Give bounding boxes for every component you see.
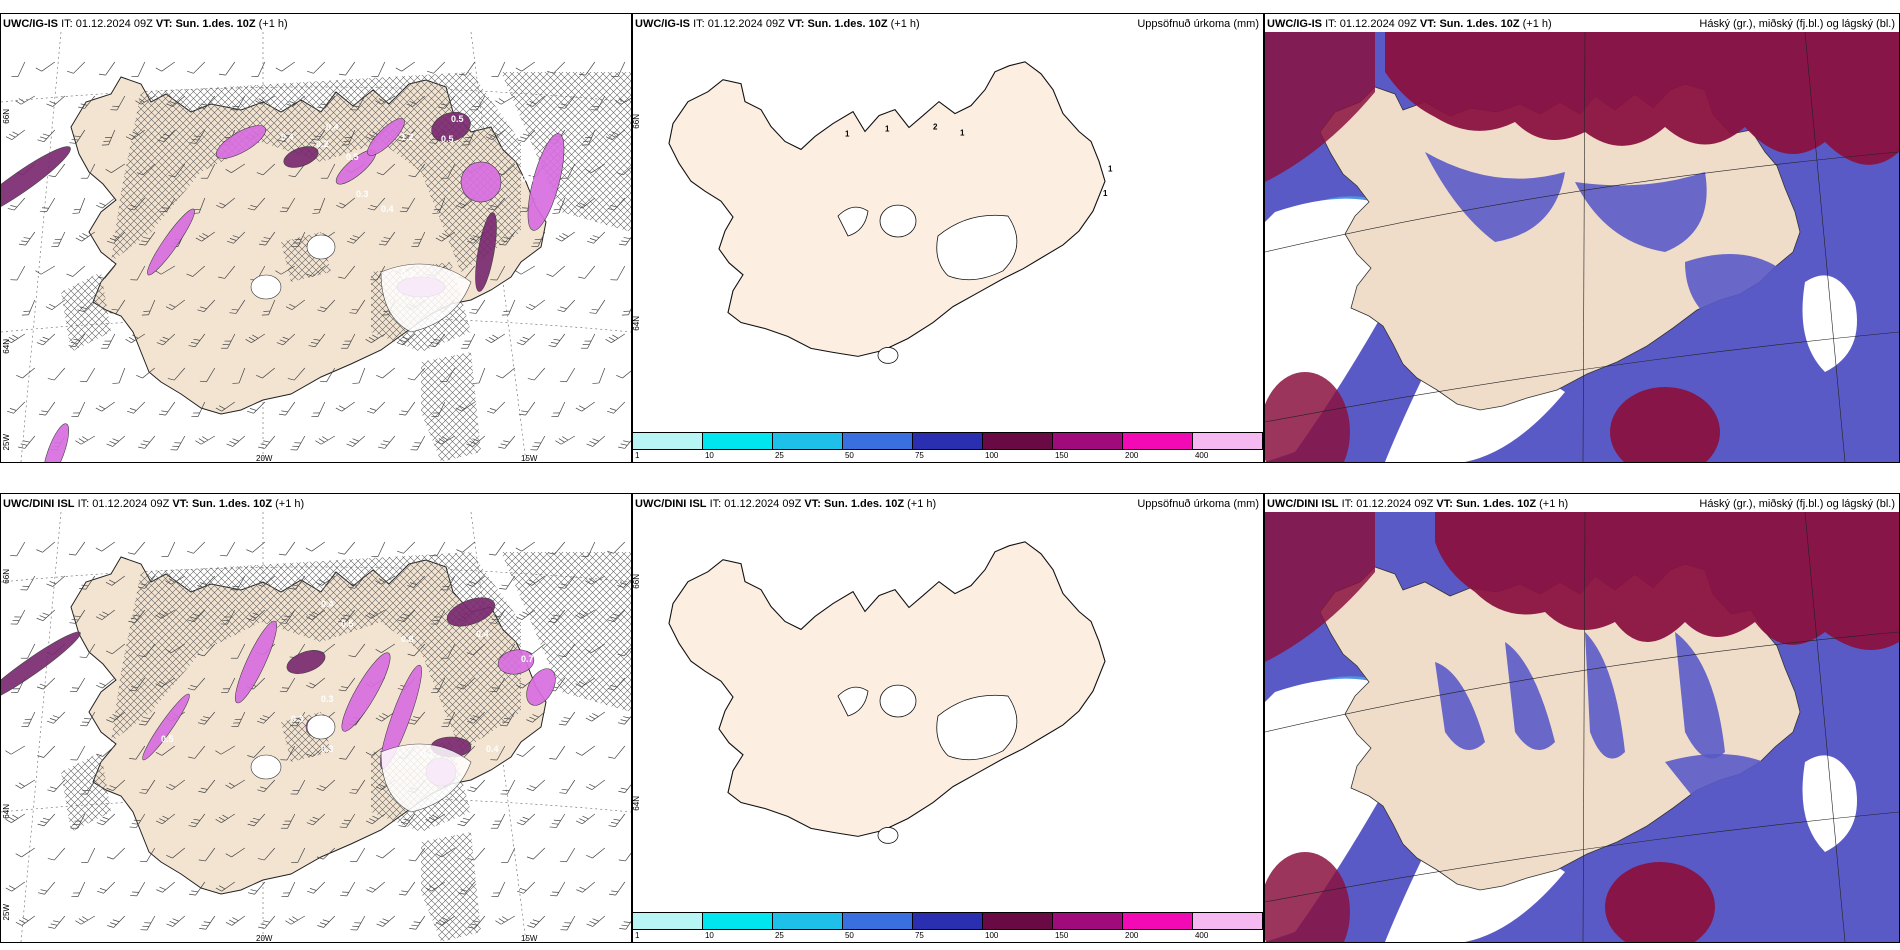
- lon-tick-25: 25W: [2, 904, 11, 921]
- colorbar-segment: [772, 912, 843, 930]
- lat-tick-66: 66N: [2, 569, 11, 584]
- colorbar-segment: [1053, 432, 1123, 450]
- lat-tick-66: 66N: [632, 574, 641, 589]
- colorbar-segment: [983, 912, 1053, 930]
- precip-value-label: 0.2: [316, 139, 329, 149]
- colorbar-segment: [702, 432, 773, 450]
- precip-value-label: 0.3: [521, 289, 534, 299]
- colorbar-segment: [1192, 432, 1263, 450]
- colorbar-label: 10: [704, 451, 714, 460]
- colorbar-label: 100: [985, 451, 999, 460]
- colorbar-label: 1: [635, 931, 640, 940]
- lat-tick-64: 64N: [2, 804, 11, 819]
- lon-tick-20: 20W: [256, 934, 273, 943]
- precip-value-label: 0.4: [321, 599, 334, 609]
- precip-colorbar: 1 10 25 50 75 100 150 200 400: [633, 912, 1263, 942]
- panel-header: UWC/IG-IS IT: 01.12.2024 09Z VT: Sun. 1.…: [1267, 18, 1895, 30]
- precip-value-label: 0.3: [321, 694, 334, 704]
- precip-value-label: 0.5: [161, 734, 174, 744]
- colorbar-label: 75: [914, 451, 924, 460]
- panel-ig-clouds: UWC/IG-IS IT: 01.12.2024 09Z VT: Sun. 1.…: [1264, 13, 1900, 463]
- precip-colorbar: 1 10 25 50 75 100 150 200 400: [633, 432, 1263, 462]
- accum-value-label: 1: [845, 129, 850, 138]
- colorbar-segment: [983, 432, 1053, 450]
- colorbar-label: 400: [1194, 451, 1209, 460]
- colorbar-label: 200: [1125, 931, 1139, 940]
- accum-precip-map: [633, 512, 1263, 910]
- colorbar-label: 1: [635, 451, 640, 460]
- accum-value-label: 1: [960, 128, 965, 137]
- colorbar-label: 100: [985, 931, 999, 940]
- colorbar-segment: [633, 912, 703, 930]
- panel-header: UWC/IG-IS IT: 01.12.2024 09Z VT: Sun. 1.…: [635, 18, 1259, 30]
- precip-value-label: 1.2: [401, 132, 414, 142]
- panel-header: UWC/DINI ISL IT: 01.12.2024 09Z VT: Sun.…: [1267, 498, 1895, 510]
- lat-tick-64: 64N: [2, 339, 11, 354]
- colorbar-segment: [702, 912, 773, 930]
- accum-value-label: 1: [885, 125, 890, 134]
- wind-precip-map: 0.40.50.30.80.40.70.20.40.30.30.5: [1, 512, 631, 942]
- precip-value-label: 0.7: [521, 654, 534, 664]
- colorbar-label: 10: [704, 931, 714, 940]
- colorbar-segment: [1053, 912, 1123, 930]
- panel-dini-clouds: UWC/DINI ISL IT: 01.12.2024 09Z VT: Sun.…: [1264, 493, 1900, 943]
- precip-value-label: 0.4: [326, 122, 339, 132]
- panel-header: UWC/IG-IS IT: 01.12.2024 09Z VT: Sun. 1.…: [3, 18, 288, 30]
- panel-ig-wind-precip: UWC/IG-IS IT: 01.12.2024 09Z VT: Sun. 1.…: [0, 13, 632, 463]
- colorbar-segment: [1123, 912, 1193, 930]
- accum-value-label: 1: [1108, 164, 1113, 173]
- lat-tick-66: 66N: [2, 109, 11, 124]
- colorbar-label: 75: [914, 931, 924, 940]
- precip-value-label: 0.5: [441, 134, 454, 144]
- colorbar-label: 400: [1194, 931, 1209, 940]
- lat-tick-64: 64N: [632, 316, 641, 331]
- precip-value-label: 0.5: [451, 114, 464, 124]
- colorbar-segment: [1192, 912, 1263, 930]
- wind-precip-map: 0.50.40.20.40.31.20.50.30.40.30.50.4: [1, 32, 631, 462]
- lat-tick-66: 66N: [632, 114, 641, 129]
- precip-value-label: 0.4: [521, 174, 534, 184]
- precip-value-label: 0.3: [356, 189, 369, 199]
- colorbar-segment: [772, 432, 843, 450]
- precip-value-label: 0.5: [341, 619, 354, 629]
- lon-tick-20: 20W: [256, 454, 273, 463]
- colorbar-label: 25: [774, 451, 784, 460]
- cloud-cover-map: [1265, 512, 1899, 942]
- panel-dini-accum-precip: UWC/DINI ISL IT: 01.12.2024 09Z VT: Sun.…: [632, 493, 1264, 943]
- lon-tick-25: 25W: [2, 434, 11, 451]
- colorbar-segment: [912, 432, 983, 450]
- colorbar-label: 200: [1125, 451, 1139, 460]
- precip-value-label: 0.4: [486, 744, 499, 754]
- cloud-cover-map: [1265, 32, 1899, 462]
- precip-value-label: 0.8: [401, 634, 414, 644]
- precip-value-label: 0.4: [281, 132, 294, 142]
- lon-tick-15: 15W: [521, 934, 538, 943]
- panel-header: UWC/DINI ISL IT: 01.12.2024 09Z VT: Sun.…: [635, 498, 1259, 510]
- precip-value-label: 0.3: [321, 744, 334, 754]
- panel-header: UWC/DINI ISL IT: 01.12.2024 09Z VT: Sun.…: [3, 498, 305, 510]
- colorbar-label: 50: [844, 931, 854, 940]
- colorbar-label: 25: [774, 931, 784, 940]
- colorbar-segment: [912, 912, 983, 930]
- colorbar-label: 150: [1054, 451, 1069, 460]
- precip-value-label: 0.4: [381, 204, 394, 214]
- accum-value-label: 1: [1103, 189, 1108, 198]
- colorbar-segment: [843, 432, 913, 450]
- colorbar-segment: [843, 912, 913, 930]
- lat-tick-64: 64N: [632, 796, 641, 811]
- accum-precip-map: 1 1 2 1 1 1: [633, 32, 1263, 430]
- colorbar-segment: [633, 432, 703, 450]
- precip-value-label: 0.3: [291, 714, 304, 724]
- colorbar-label: 150: [1054, 931, 1069, 940]
- precip-value-label: 0.5: [346, 152, 359, 162]
- lon-tick-15: 15W: [521, 454, 538, 463]
- panel-ig-accum-precip: UWC/IG-IS IT: 01.12.2024 09Z VT: Sun. 1.…: [632, 13, 1264, 463]
- colorbar-label: 50: [844, 451, 854, 460]
- colorbar-segment: [1123, 432, 1193, 450]
- panel-dini-wind-precip: UWC/DINI ISL IT: 01.12.2024 09Z VT: Sun.…: [0, 493, 632, 943]
- precip-value-label: 0.4: [476, 629, 489, 639]
- accum-value-label: 2: [933, 123, 938, 132]
